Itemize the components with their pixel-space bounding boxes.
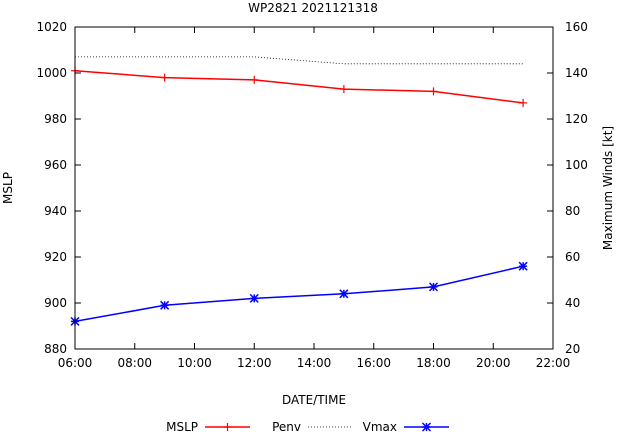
y2-tick-label: 160 bbox=[565, 20, 588, 34]
x-tick-label: 14:00 bbox=[297, 356, 332, 370]
x-axis-label: DATE/TIME bbox=[282, 393, 346, 407]
x-tick-label: 12:00 bbox=[237, 356, 272, 370]
y-tick-label: 980 bbox=[44, 112, 67, 126]
y2-tick-label: 20 bbox=[565, 342, 580, 356]
series-line-mslp bbox=[74, 69, 524, 104]
legend-label-vmax: Vmax bbox=[363, 420, 397, 432]
x-tick-label: 20:00 bbox=[476, 356, 511, 370]
x-tick-label: 18:00 bbox=[416, 356, 451, 370]
y2-tick-label: 120 bbox=[565, 112, 588, 126]
legend-marker-mslp bbox=[223, 423, 232, 431]
y2-tick-label: 80 bbox=[565, 204, 580, 218]
data-point-vmax bbox=[249, 293, 259, 303]
x-tick-label: 06:00 bbox=[58, 356, 93, 370]
x-tick-label: 08:00 bbox=[117, 356, 152, 370]
y2-tick-label: 140 bbox=[565, 66, 588, 80]
y2-tick-label: 40 bbox=[565, 296, 580, 310]
data-point-mslp bbox=[429, 87, 438, 96]
data-point-mslp bbox=[250, 75, 259, 84]
series-line-penv bbox=[75, 56, 524, 65]
y-tick-label: 1020 bbox=[36, 20, 67, 34]
legend-marker-vmax bbox=[421, 422, 432, 432]
x-tick-label: 10:00 bbox=[177, 356, 212, 370]
series-line-vmax bbox=[74, 265, 524, 323]
data-point-mslp bbox=[519, 98, 528, 107]
data-point-mslp bbox=[339, 85, 348, 94]
data-point-vmax bbox=[339, 289, 349, 299]
y2-axis-label: Maximum Winds [kt] bbox=[601, 126, 615, 250]
data-point-vmax bbox=[518, 261, 528, 271]
y-axis-label: MSLP bbox=[1, 172, 15, 204]
data-point-mslp bbox=[160, 73, 169, 82]
y-tick-label: 940 bbox=[44, 204, 67, 218]
x-tick-label: 22:00 bbox=[536, 356, 571, 370]
chart-title: WP2821 2021121318 bbox=[248, 1, 378, 15]
plot-frame bbox=[74, 26, 554, 350]
legend-label-penv: Penv bbox=[272, 420, 301, 432]
y2-tick-label: 60 bbox=[565, 250, 580, 264]
data-point-vmax bbox=[160, 300, 170, 310]
y-tick-label: 880 bbox=[44, 342, 67, 356]
y-tick-label: 1000 bbox=[36, 66, 67, 80]
y-tick-label: 900 bbox=[44, 296, 67, 310]
legend: MSLP Penv Vmax bbox=[166, 420, 449, 432]
x-tick-label: 16:00 bbox=[356, 356, 391, 370]
y2-tick-label: 100 bbox=[565, 158, 588, 172]
data-point-vmax bbox=[428, 282, 439, 292]
y-tick-label: 920 bbox=[44, 250, 67, 264]
y-tick-label: 960 bbox=[44, 158, 67, 172]
legend-label-mslp: MSLP bbox=[166, 420, 198, 432]
